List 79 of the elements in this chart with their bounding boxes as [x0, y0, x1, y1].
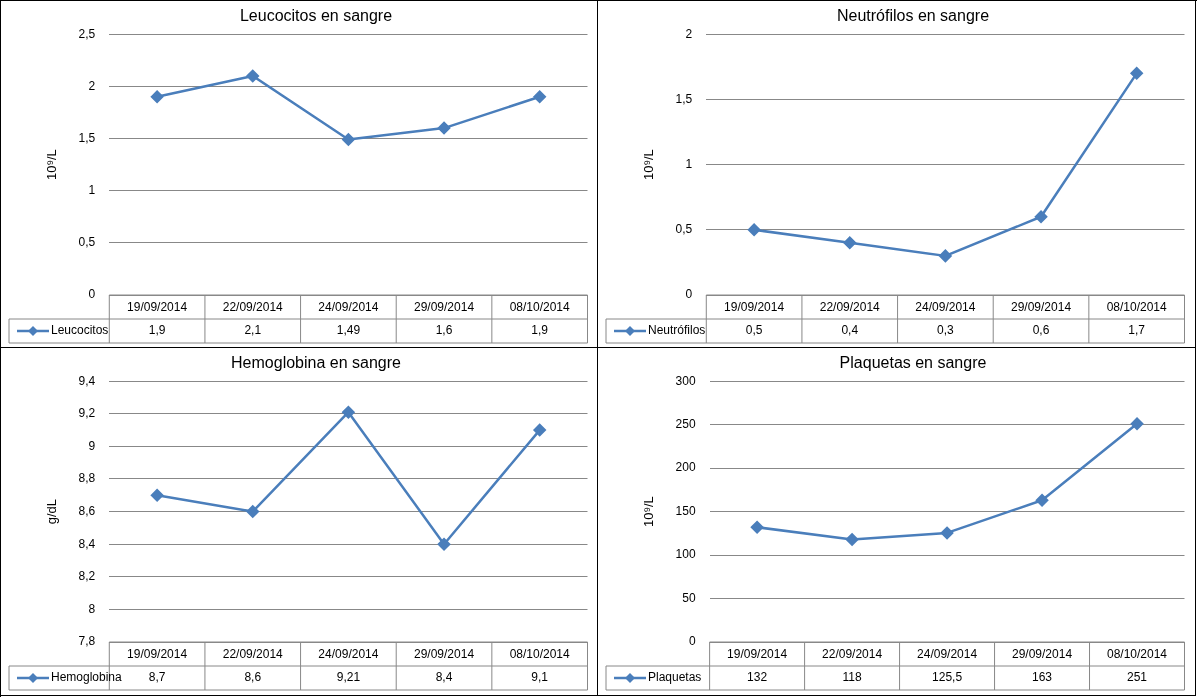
data-label: 251: [1127, 670, 1148, 685]
x-tick-label: 08/10/2014: [1106, 299, 1168, 314]
y-axis-title: 10⁹/L: [641, 149, 657, 181]
data-label: 8,6: [244, 670, 262, 685]
legend-label: Leucocitos: [51, 323, 109, 338]
data-label: 0,3: [937, 323, 955, 338]
y-tick-label: 300: [675, 373, 696, 388]
x-tick-label: 08/10/2014: [1106, 646, 1168, 661]
y-tick-label: 1: [88, 182, 96, 197]
x-tick-label: 19/09/2014: [724, 299, 785, 314]
y-tick-label: 0,5: [78, 235, 96, 250]
data-label: 0,4: [841, 323, 859, 338]
y-axis-title: g/dL: [44, 498, 60, 525]
data-label: 8,7: [148, 670, 166, 685]
y-tick-label: 9,4: [78, 373, 96, 388]
data-label: 0,5: [745, 323, 763, 338]
y-tick-label: 1: [685, 156, 693, 171]
y-tick-label: 8,6: [78, 503, 96, 518]
x-tick-label: 22/09/2014: [819, 299, 881, 314]
y-tick-label: 250: [675, 416, 696, 431]
x-tick-label: 08/10/2014: [509, 299, 571, 314]
y-tick-label: 2: [685, 26, 693, 41]
data-label: 9,1: [531, 670, 549, 685]
chart-title: Neutrófilos en sangre: [836, 7, 990, 25]
x-tick-label: 19/09/2014: [727, 646, 788, 661]
y-tick-label: 2,5: [78, 26, 96, 41]
legend-label: Hemoglobina: [51, 670, 123, 685]
x-tick-label: 24/09/2014: [318, 646, 379, 661]
x-tick-label: 24/09/2014: [917, 646, 978, 661]
y-tick-label: 8,2: [78, 569, 96, 584]
y-tick-label: 2: [88, 78, 96, 93]
chart-title: Plaquetas en sangre: [839, 354, 987, 372]
data-label: 118: [842, 670, 862, 685]
x-tick-label: 19/09/2014: [127, 646, 188, 661]
data-label: 163: [1032, 670, 1053, 685]
x-tick-label: 22/09/2014: [222, 299, 284, 314]
y-tick-label: 100: [675, 547, 696, 562]
data-label: 9,21: [336, 670, 361, 685]
y-tick-label: 9,2: [78, 406, 96, 421]
y-axis-title: 10⁹/L: [44, 149, 60, 181]
y-tick-label: 8,4: [78, 536, 96, 551]
chart-title: Hemoglobina en sangre: [231, 354, 402, 372]
y-tick-label: 0: [685, 287, 693, 302]
data-label: 1,9: [148, 323, 166, 338]
x-tick-label: 19/09/2014: [127, 299, 188, 314]
data-label: 1,7: [1128, 323, 1146, 338]
legend-label: Neutrófilos: [648, 323, 706, 338]
data-label: 0,6: [1032, 323, 1050, 338]
data-label: 132: [747, 670, 768, 685]
x-tick-label: 29/09/2014: [414, 299, 475, 314]
x-tick-label: 24/09/2014: [318, 299, 379, 314]
x-tick-label: 29/09/2014: [1012, 646, 1073, 661]
y-tick-label: 9: [88, 438, 96, 453]
data-label: 1,9: [531, 323, 549, 338]
data-label: 2,1: [244, 323, 262, 338]
y-tick-label: 150: [675, 503, 696, 518]
legend-label: Plaquetas: [648, 670, 702, 685]
chart-title: Leucocitos en sangre: [239, 7, 393, 25]
y-tick-label: 50: [682, 590, 696, 605]
x-tick-label: 08/10/2014: [509, 646, 571, 661]
data-label: 1,49: [336, 323, 361, 338]
y-tick-label: 0: [88, 287, 96, 302]
x-tick-label: 29/09/2014: [414, 646, 475, 661]
y-tick-label: 0,5: [675, 222, 693, 237]
x-tick-label: 22/09/2014: [222, 646, 284, 661]
y-tick-label: 7,8: [78, 634, 96, 649]
data-label: 125,5: [932, 670, 963, 685]
data-label: 8,4: [435, 670, 453, 685]
x-tick-label: 29/09/2014: [1011, 299, 1072, 314]
y-tick-label: 200: [675, 460, 696, 475]
y-tick-label: 0: [688, 634, 696, 649]
y-tick-label: 1,5: [675, 91, 693, 106]
data-label: 1,6: [435, 323, 453, 338]
y-tick-label: 8,8: [78, 471, 96, 486]
y-axis-title: 10⁹/L: [641, 496, 657, 528]
x-tick-label: 24/09/2014: [915, 299, 976, 314]
y-tick-label: 8: [88, 601, 96, 616]
x-tick-label: 22/09/2014: [822, 646, 883, 661]
y-tick-label: 1,5: [78, 130, 96, 145]
